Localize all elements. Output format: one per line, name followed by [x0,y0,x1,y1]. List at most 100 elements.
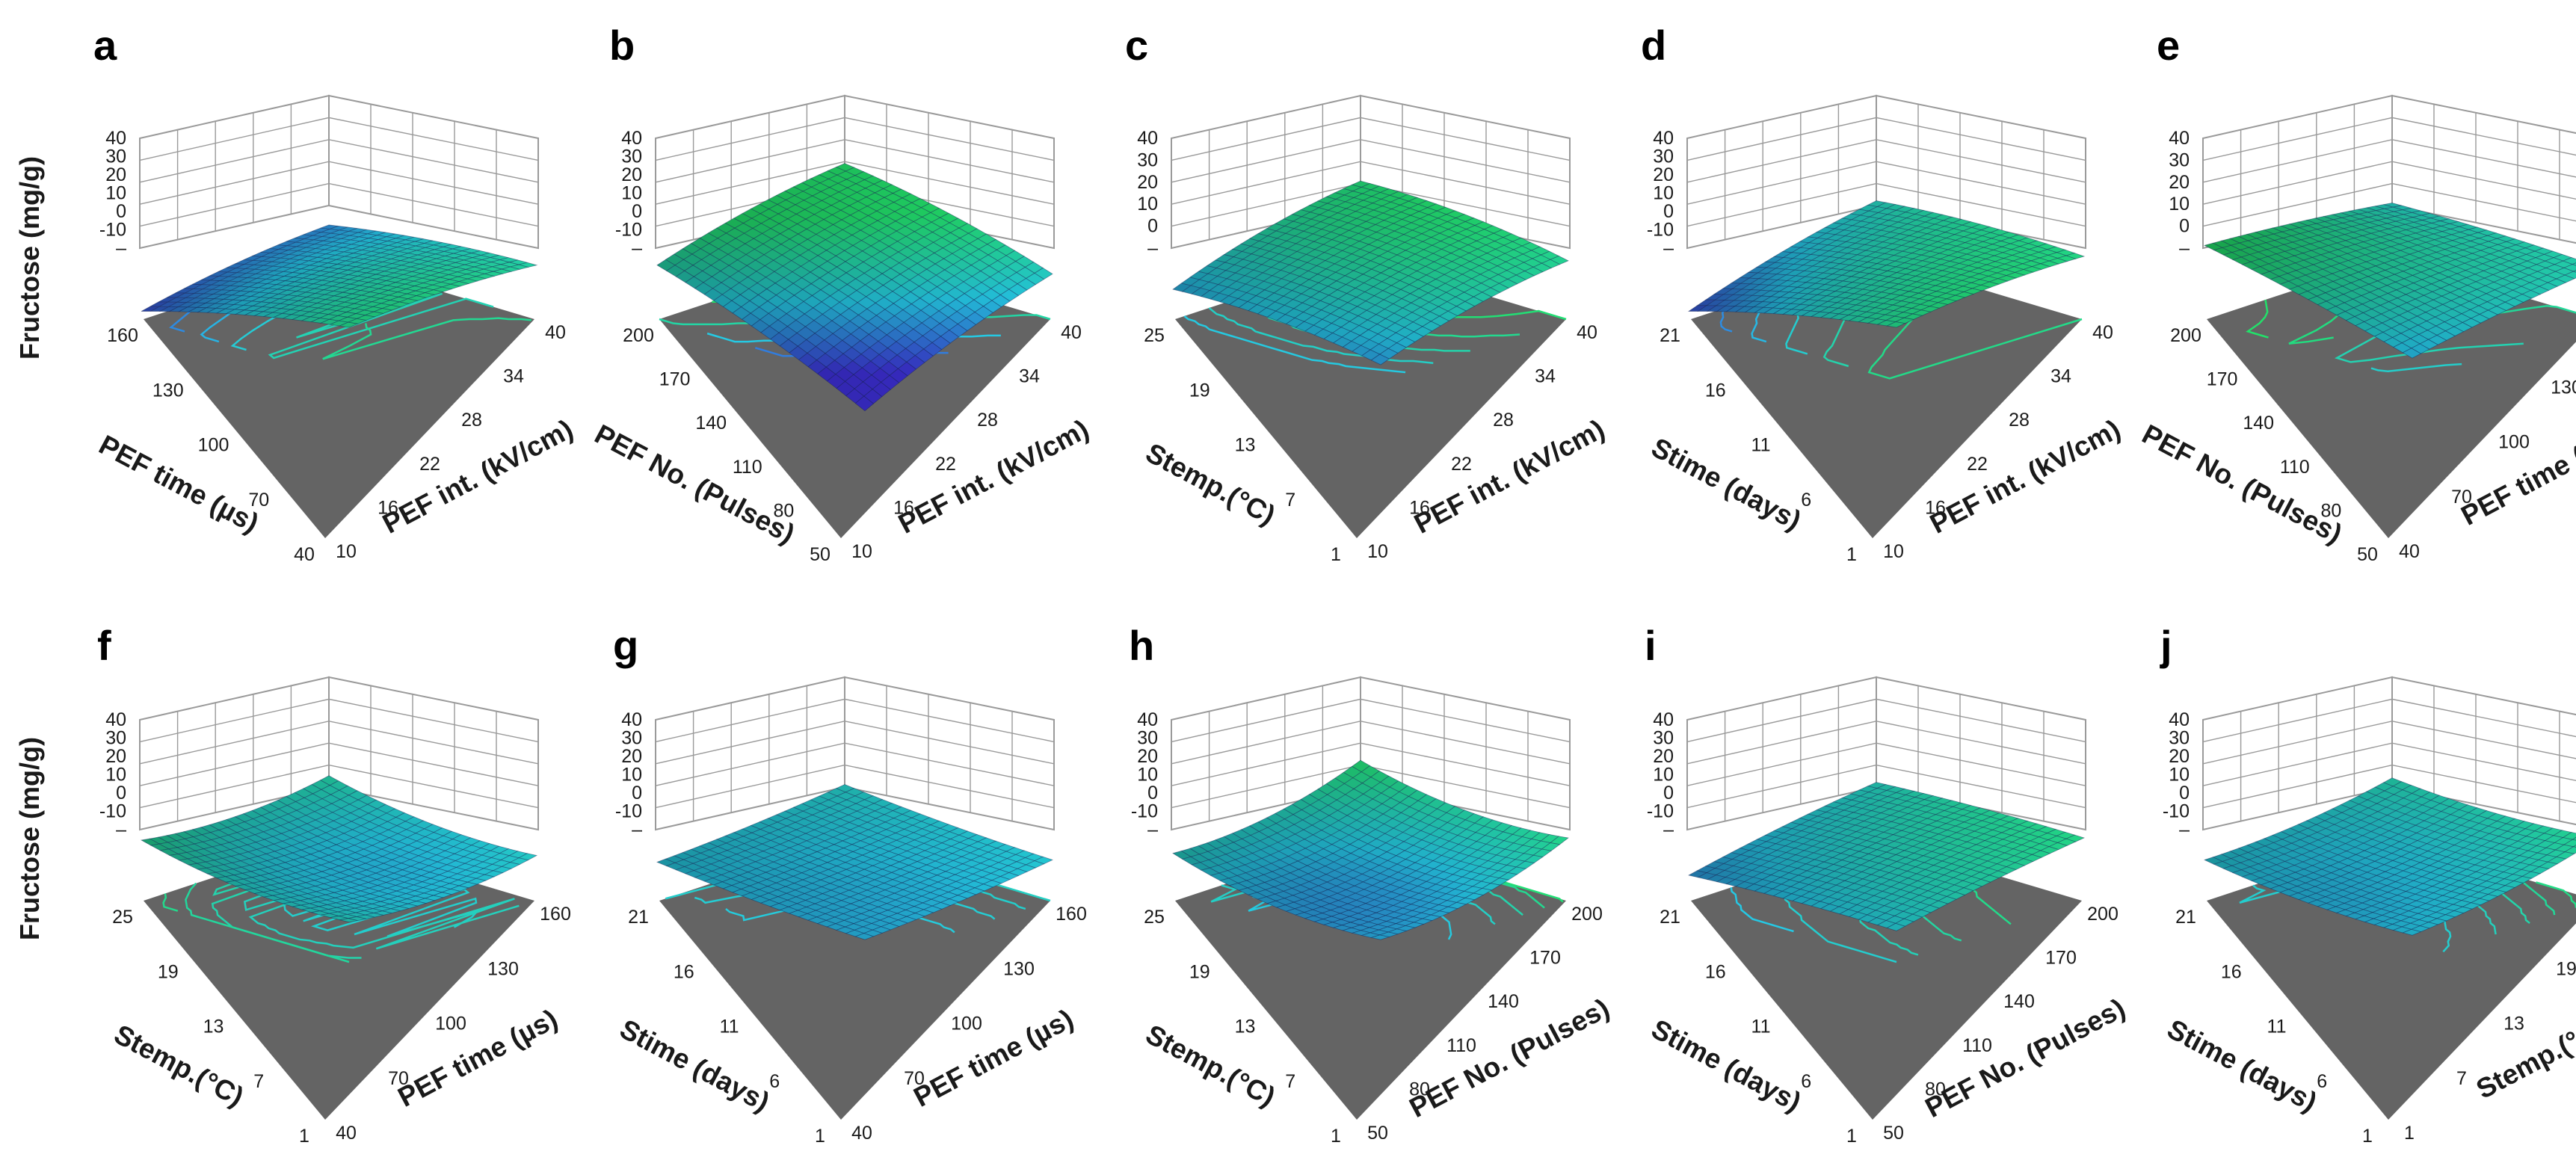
panel-letter: g [613,622,638,669]
z-tick-label: 0 [632,201,642,222]
z-tick-label: – [2179,238,2190,259]
response-surface [141,224,538,328]
left-axis-tick: 170 [659,369,691,390]
left-axis-tick: 200 [623,325,654,346]
panel-letter: a [93,22,117,69]
contour-floor [1691,258,2082,538]
left-axis-tick: 13 [203,1017,224,1037]
row2-zaxis-label: Fructose (mg/g) [14,737,45,940]
z-tick-label: 20 [105,164,126,185]
left-axis-label: Stemp.(°C) [1141,437,1281,531]
left-axis-tick: 50 [810,544,831,565]
right-axis-tick: 100 [435,1014,466,1034]
right-axis-tick: 200 [1571,904,1603,925]
back-wall-right [1876,94,2086,250]
wall-grid-line [1686,182,2086,227]
right-axis-tick: 40 [545,322,566,343]
right-axis-tick: 22 [935,454,956,475]
left-axis-tick: 19 [158,961,179,982]
z-tick-label: 30 [621,146,642,167]
right-axis-tick: 140 [2003,991,2035,1012]
right-axis-tick: 100 [2498,432,2530,453]
right-axis-tick: 40 [336,1123,357,1144]
right-axis-tick: 40 [851,1123,872,1144]
z-tick-label: – [1663,238,1674,259]
right-axis-tick: 16 [893,497,914,518]
panel-letter: e [2157,22,2180,69]
panel-letter: f [97,622,111,669]
right-axis-tick: 160 [540,904,571,925]
contour-floor [144,258,534,538]
left-axis-tick: 200 [2170,325,2201,346]
panel-c: c403020100–25191371Stemp.(°C)10162228344… [1125,22,1609,565]
wall-grid-line [1171,117,1571,161]
panel-f: f403020100-10–25191371Stemp.(°C)40701001… [97,622,571,1147]
wall-grid-line [655,117,1055,161]
left-axis-tick: 1 [1846,544,1857,565]
panel-letter: c [1125,22,1148,69]
left-axis-tick: 1 [815,1126,825,1147]
wall-grid-line [1171,161,1571,205]
left-axis-tick: 170 [2207,369,2238,390]
right-axis-tick: 200 [2087,904,2119,925]
contour-line [1183,315,1406,374]
left-axis-tick: 19 [1189,961,1210,982]
right-axis-tick: 130 [2551,377,2576,398]
right-axis-tick: 100 [951,1014,982,1034]
right-axis-tick: 160 [1056,904,1087,925]
right-axis-tick: 130 [1003,958,1035,979]
left-axis-tick: 11 [1751,1017,1771,1037]
right-axis-tick: 34 [1019,366,1040,387]
wall-grid-line [139,161,539,205]
right-axis-tick: 10 [851,541,872,562]
left-axis-tick: 1 [1331,1126,1341,1147]
right-axis-tick: 28 [1493,410,1514,431]
left-axis-tick: 70 [248,490,269,511]
right-axis-tick: 10 [1367,541,1388,562]
left-axis-tick: 130 [152,380,184,401]
z-tick-label: – [632,238,642,259]
left-axis-tick: 25 [1144,907,1165,928]
left-axis-label: Stemp.(°C) [1141,1019,1281,1112]
left-axis-label: Stime (days) [1647,432,1807,536]
left-axis-tick: 1 [299,1126,309,1147]
left-axis-tick: 140 [2243,413,2274,434]
left-axis-tick: 110 [733,457,762,478]
z-tick-label: – [1147,238,1158,259]
panel-letter: h [1129,622,1154,669]
left-axis-tick: 7 [253,1071,264,1092]
z-tick-label: 10 [105,183,126,204]
z-tick-label: – [116,819,126,840]
wall-grid-line [139,139,539,183]
back-wall-right [328,94,539,250]
left-axis-tick: 140 [695,413,727,434]
wall-grid-line [655,139,1055,183]
wall-grid-line [1686,139,2086,183]
left-axis-label: Stemp.(°C) [109,1019,249,1112]
left-axis-tick: 160 [107,325,138,346]
response-surface [1172,180,1569,366]
left-axis-tick: 13 [1235,435,1256,456]
response-surface [656,163,1053,412]
wall-grid-line [139,117,539,161]
panel-h: h403020100-10–25191371Stemp.(°C)50801101… [1129,622,1614,1147]
right-axis-tick: 16 [1409,497,1430,518]
z-tick-label: 30 [2169,149,2190,170]
right-axis-tick: 40 [1577,322,1597,343]
z-tick-label: 40 [1137,128,1158,149]
left-axis-tick: 7 [1285,1071,1295,1092]
back-wall-left [139,94,330,250]
wall-grid-line [1686,117,2086,161]
left-axis-tick: 11 [720,1017,739,1037]
z-tick-label: 10 [2169,194,2190,215]
right-axis-tick: 130 [487,958,519,979]
z-tick-label: 40 [105,128,126,149]
right-axis-tick: 34 [2050,366,2071,387]
z-tick-label: 20 [2169,172,2190,193]
